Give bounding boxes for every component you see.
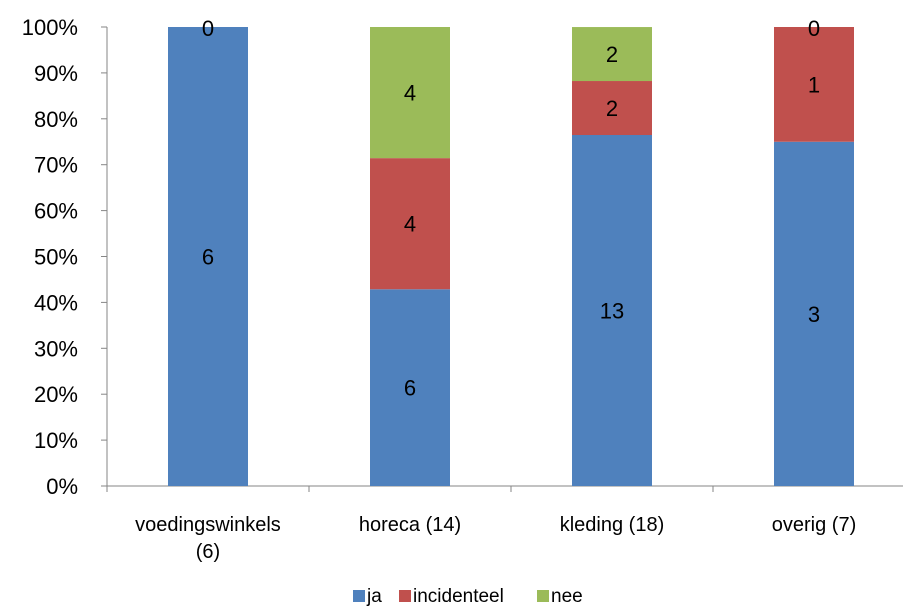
legend: ja incidenteel nee bbox=[353, 586, 583, 607]
legend-swatch-incidenteel bbox=[399, 590, 411, 602]
y-tick-label: 40% bbox=[34, 290, 78, 315]
data-label: 1 bbox=[808, 72, 820, 97]
legend-swatch-ja bbox=[353, 590, 365, 602]
x-category-label: overig (7) bbox=[772, 514, 856, 536]
bar-segment-ja bbox=[370, 289, 450, 486]
x-category-label: kleding (18) bbox=[560, 514, 665, 536]
y-tick-label: 90% bbox=[34, 61, 78, 86]
y-tick-label: 70% bbox=[34, 153, 78, 178]
bar-segment-nee bbox=[370, 27, 450, 159]
data-label: 0 bbox=[202, 16, 214, 41]
data-label: 6 bbox=[404, 376, 416, 401]
data-label: 13 bbox=[600, 299, 624, 324]
y-tick-label: 50% bbox=[34, 245, 78, 270]
bar-segment-incidenteel bbox=[774, 27, 854, 142]
y-tick-label: 60% bbox=[34, 199, 78, 224]
y-axis: 0% 10% 20% 30% 40% 50% 60% 70% 80% 90% 100% bbox=[22, 15, 108, 499]
data-label: 3 bbox=[808, 302, 820, 327]
data-label: 4 bbox=[404, 212, 416, 237]
bar-segment-incidenteel bbox=[370, 158, 450, 290]
bar-segment-ja bbox=[572, 135, 652, 487]
legend-label-incidenteel: incidenteel bbox=[413, 586, 504, 607]
data-label: 2 bbox=[606, 96, 618, 121]
legend-label-ja: ja bbox=[366, 586, 382, 607]
data-label: 2 bbox=[606, 42, 618, 67]
bar-segment-ja bbox=[774, 141, 854, 486]
y-tick-label: 0% bbox=[46, 474, 78, 499]
data-label: 0 bbox=[808, 16, 820, 41]
data-label: 6 bbox=[202, 245, 214, 270]
x-category-label: horeca (14) bbox=[359, 514, 461, 536]
y-tick-label: 100% bbox=[22, 15, 78, 40]
legend-swatch-nee bbox=[537, 590, 549, 602]
x-axis: voedingswinkels (6) horeca (14) kleding (18… bbox=[106, 485, 903, 563]
y-tick-label: 30% bbox=[34, 336, 78, 361]
data-label: 4 bbox=[404, 81, 416, 106]
legend-label-nee: nee bbox=[551, 586, 583, 607]
x-category-label: voedingswinkels bbox=[135, 514, 281, 536]
bar-segment-ja bbox=[168, 27, 248, 486]
y-tick-label: 20% bbox=[34, 382, 78, 407]
bar-segment-incidenteel bbox=[572, 81, 652, 136]
x-category-label: (6) bbox=[196, 541, 220, 563]
y-tick-label: 10% bbox=[34, 428, 78, 453]
bar-segment-nee bbox=[572, 27, 652, 82]
y-tick-label: 80% bbox=[34, 107, 78, 132]
bars bbox=[168, 27, 854, 487]
